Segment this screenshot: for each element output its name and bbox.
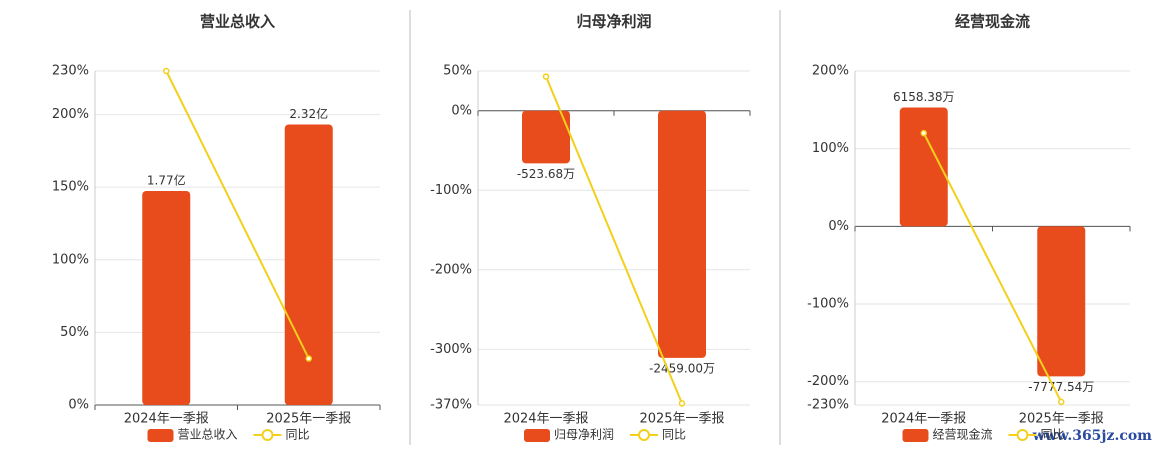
value-label: -7777.54万 — [1028, 380, 1094, 394]
x-tick-label: 2024年一季报 — [503, 412, 588, 427]
bar — [658, 110, 706, 358]
line-point — [1058, 398, 1065, 406]
legend-marker — [1016, 429, 1029, 441]
value-label: -2459.00万 — [649, 361, 715, 375]
value-label: 1.77亿 — [147, 172, 186, 187]
chart-title: 经营现金流 — [955, 13, 1030, 31]
y-tick-label: 230% — [52, 64, 89, 79]
x-tick-label: 2025年一季报 — [1019, 412, 1104, 427]
line — [922, 132, 1063, 403]
x-tick-label: 2024年一季报 — [881, 412, 966, 427]
legend-label: 同比 — [286, 428, 310, 442]
line-point — [163, 67, 170, 75]
legend-label: 同比 — [1041, 428, 1065, 442]
line-point — [542, 73, 550, 80]
legend-marker — [638, 429, 650, 441]
value-label: -523.68万 — [517, 167, 575, 181]
y-tick-label: 0% — [68, 398, 89, 413]
x-tick-label: 2024年一季报 — [124, 412, 209, 427]
y-tick-label: 200% — [812, 64, 849, 79]
y-tick-label: -100% — [807, 297, 849, 312]
y-tick-label: -100% — [430, 183, 472, 198]
bar — [142, 190, 191, 405]
y-tick-label: 50% — [60, 325, 89, 340]
chart-title: 归母净利润 — [576, 13, 651, 31]
y-tick-label: -200% — [807, 374, 849, 389]
y-tick-label: 150% — [52, 180, 89, 195]
legend-label: 营业总收入 — [178, 428, 238, 442]
y-tick-label: -230% — [807, 398, 849, 413]
legend-label: 经营现金流 — [933, 427, 993, 442]
x-tick-label: 2025年一季报 — [266, 412, 351, 427]
y-tick-label: 0% — [451, 103, 472, 118]
line-point — [678, 400, 686, 407]
line — [165, 70, 310, 359]
line-point — [305, 355, 312, 362]
line — [545, 76, 683, 404]
bar — [284, 124, 333, 405]
value-label: 2.32亿 — [289, 106, 328, 121]
y-tick-label: 200% — [52, 107, 89, 122]
y-tick-label: 0% — [828, 219, 849, 234]
legend-swatch — [902, 429, 929, 442]
bar — [522, 110, 570, 164]
bar — [1037, 226, 1086, 377]
y-tick-label: 50% — [443, 64, 472, 79]
legend-label: 归母净利润 — [554, 428, 614, 442]
watermark: www.365jz.com — [1032, 428, 1153, 444]
bar — [899, 107, 948, 227]
legend-swatch — [147, 429, 174, 442]
y-tick-label: -370% — [430, 398, 472, 413]
chart-title: 营业总收入 — [200, 13, 275, 31]
legend-label: 同比 — [662, 428, 686, 442]
y-tick-label: -300% — [430, 342, 472, 357]
legend-marker — [261, 429, 274, 441]
legend-swatch — [524, 429, 550, 442]
y-tick-label: 100% — [812, 141, 849, 156]
line-point — [920, 129, 927, 137]
y-tick-label: 100% — [52, 252, 89, 267]
x-tick-label: 2025年一季报 — [639, 412, 724, 427]
y-tick-label: -200% — [430, 262, 472, 277]
value-label: 6158.38万 — [893, 90, 955, 104]
